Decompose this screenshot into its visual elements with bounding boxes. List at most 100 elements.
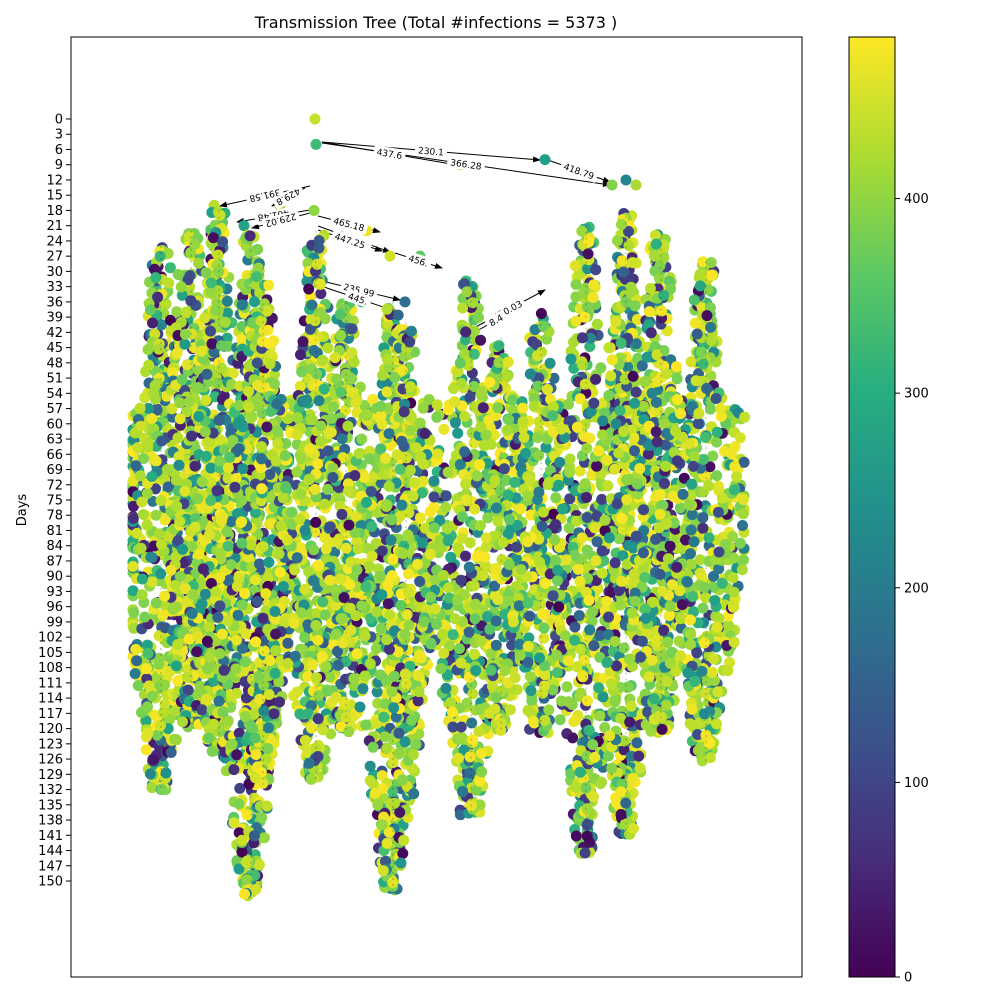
infection-point bbox=[249, 296, 260, 308]
infection-point bbox=[263, 279, 275, 291]
infection-point bbox=[239, 711, 251, 722]
infection-point bbox=[150, 509, 162, 521]
infection-point bbox=[335, 386, 347, 398]
infection-point bbox=[152, 291, 164, 303]
infection-point bbox=[231, 749, 243, 761]
infection-point bbox=[606, 179, 618, 191]
infection-point bbox=[226, 738, 238, 750]
infection-point bbox=[294, 380, 306, 392]
infection-point bbox=[160, 767, 172, 779]
infection-point bbox=[570, 279, 582, 290]
infection-point bbox=[256, 812, 268, 823]
infection-point bbox=[381, 634, 393, 646]
infection-point bbox=[364, 560, 376, 572]
infection-point bbox=[199, 312, 211, 324]
infection-point bbox=[438, 423, 450, 435]
infection-point bbox=[170, 474, 182, 486]
infection-point bbox=[415, 512, 426, 524]
infection-point bbox=[146, 690, 158, 702]
infection-point bbox=[473, 311, 484, 323]
infection-point bbox=[238, 220, 250, 232]
infection-point bbox=[504, 513, 516, 525]
infection-point bbox=[440, 501, 452, 513]
infection-point bbox=[443, 582, 454, 594]
infection-point bbox=[210, 304, 222, 316]
infection-point bbox=[171, 306, 183, 318]
infection-point bbox=[527, 715, 539, 727]
infection-point bbox=[142, 727, 154, 739]
infection-point bbox=[535, 308, 547, 319]
infection-point bbox=[268, 708, 280, 720]
infection-point bbox=[476, 386, 488, 398]
infection-point bbox=[249, 732, 261, 744]
infection-point bbox=[358, 471, 370, 483]
infection-point bbox=[191, 382, 203, 394]
infection-point bbox=[140, 744, 152, 756]
infection-point bbox=[537, 320, 549, 332]
infection-point bbox=[474, 459, 486, 471]
infection-point bbox=[144, 304, 156, 316]
infection-point bbox=[310, 138, 322, 150]
infection-point bbox=[314, 278, 326, 290]
infection-point bbox=[165, 314, 176, 326]
infection-point bbox=[206, 338, 218, 350]
infection-point bbox=[157, 707, 169, 718]
infection-point bbox=[445, 697, 457, 709]
infection-point bbox=[142, 701, 153, 713]
infection-point bbox=[212, 249, 224, 261]
infection-point bbox=[367, 741, 379, 753]
infection-point bbox=[251, 271, 263, 283]
infection-point bbox=[309, 315, 321, 327]
infection-point bbox=[250, 749, 262, 761]
infection-point bbox=[406, 714, 418, 726]
infection-point bbox=[215, 362, 227, 374]
infection-point bbox=[389, 797, 400, 809]
infection-point bbox=[127, 585, 139, 597]
infection-point bbox=[213, 695, 225, 707]
infection-point bbox=[408, 788, 420, 800]
infection-point bbox=[370, 643, 382, 655]
infection-point bbox=[156, 783, 168, 795]
transmission-edges bbox=[219, 141, 611, 336]
infection-point bbox=[542, 384, 553, 395]
infection-point bbox=[308, 345, 320, 356]
infection-point bbox=[544, 357, 556, 369]
infection-point bbox=[154, 250, 166, 262]
infection-point bbox=[150, 483, 161, 495]
infection-point bbox=[159, 679, 171, 691]
infection-point bbox=[219, 316, 231, 328]
infection-point bbox=[268, 378, 280, 390]
infection-point bbox=[313, 235, 325, 247]
infection-point bbox=[171, 347, 183, 359]
infection-point bbox=[394, 806, 406, 818]
infection-point bbox=[165, 747, 177, 758]
infection-point bbox=[490, 639, 502, 651]
infection-point bbox=[490, 692, 502, 703]
infection-point bbox=[311, 368, 323, 380]
infection-point bbox=[330, 691, 342, 703]
infection-point bbox=[357, 683, 369, 695]
infection-point bbox=[348, 356, 360, 368]
infection-point bbox=[250, 883, 262, 895]
infection-point bbox=[167, 367, 179, 379]
infection-point bbox=[205, 325, 216, 337]
infection-point bbox=[460, 326, 472, 338]
infection-point bbox=[208, 718, 220, 730]
infection-points bbox=[127, 113, 751, 902]
infection-point bbox=[201, 368, 213, 380]
infection-point bbox=[317, 724, 329, 736]
infection-point bbox=[139, 392, 151, 404]
infection-point bbox=[189, 239, 201, 250]
infection-point bbox=[375, 443, 387, 455]
infection-point bbox=[156, 319, 168, 331]
infection-point bbox=[151, 729, 163, 741]
infection-point bbox=[163, 277, 175, 289]
infection-point bbox=[581, 442, 593, 454]
infection-point bbox=[432, 448, 444, 460]
infection-point bbox=[475, 334, 487, 346]
infection-point bbox=[378, 711, 390, 723]
infection-point bbox=[127, 512, 139, 524]
infection-point bbox=[185, 295, 197, 307]
infection-point bbox=[243, 385, 255, 397]
infection-point bbox=[384, 250, 396, 262]
